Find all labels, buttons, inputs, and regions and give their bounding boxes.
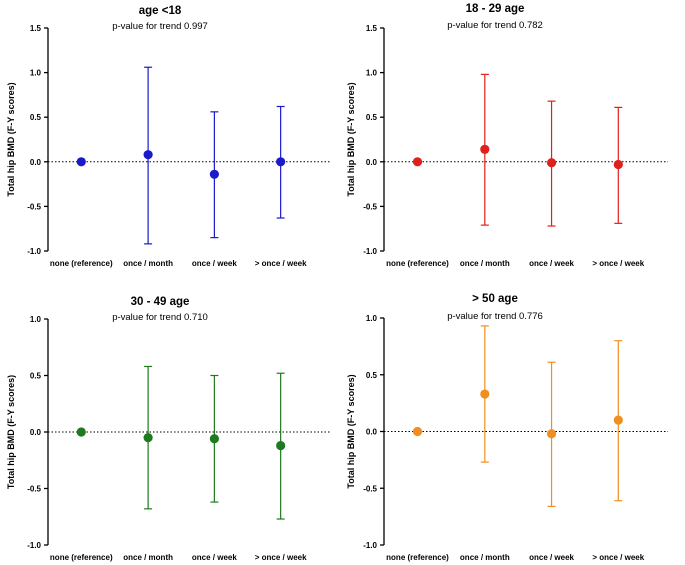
chart-subtitle: p-value for trend 0.997 bbox=[112, 21, 208, 32]
y-tick-label: -1.0 bbox=[363, 247, 377, 256]
x-category-label: once / month bbox=[460, 259, 510, 268]
data-point bbox=[76, 427, 86, 437]
y-tick-label: 0.0 bbox=[366, 158, 378, 167]
y-tick-label: -0.5 bbox=[363, 484, 377, 493]
y-tick-label: -1.0 bbox=[27, 541, 41, 550]
x-category-label: once / week bbox=[192, 259, 237, 268]
data-point bbox=[613, 415, 623, 425]
x-category-label: once / week bbox=[192, 553, 237, 562]
y-tick-label: 0.0 bbox=[30, 158, 42, 167]
y-tick-label: 0.5 bbox=[366, 371, 378, 380]
data-point bbox=[143, 433, 153, 443]
data-point bbox=[480, 144, 490, 154]
chart-subtitle: p-value for trend 0.782 bbox=[447, 20, 543, 31]
x-category-label: > once / week bbox=[255, 553, 307, 562]
y-tick-label: 1.0 bbox=[30, 69, 42, 78]
y-axis-title: Total hip BMD (F-Y scores) bbox=[6, 375, 16, 489]
y-tick-label: -1.0 bbox=[27, 247, 41, 256]
x-category-label: > once / week bbox=[592, 553, 644, 562]
data-point bbox=[480, 389, 490, 399]
y-tick-label: 1.5 bbox=[30, 24, 42, 33]
data-point bbox=[76, 157, 86, 167]
x-category-label: once / week bbox=[529, 553, 574, 562]
x-category-label: > once / week bbox=[592, 259, 644, 268]
y-tick-label: -0.5 bbox=[363, 202, 377, 211]
y-axis-title: Total hip BMD (F-Y scores) bbox=[346, 82, 356, 196]
chart-panel-4: > 50 age p-value for trend 0.776 1.0 0.5 0.0… bbox=[346, 293, 668, 562]
x-category-label: once / month bbox=[123, 259, 173, 268]
data-point bbox=[412, 426, 423, 437]
x-category-label: once / week bbox=[529, 259, 574, 268]
x-category-label: > once / week bbox=[255, 259, 307, 268]
data-point bbox=[546, 158, 557, 168]
y-axis-title: Total hip BMD (F-Y scores) bbox=[6, 82, 16, 196]
chart-panel-3: 30 - 49 age p-value for trend 0.710 1.0 0.5… bbox=[6, 296, 330, 562]
x-category-label: once / month bbox=[460, 553, 510, 562]
y-axis-title: Total hip BMD (F-Y scores) bbox=[346, 374, 356, 488]
y-tick-label: -0.5 bbox=[27, 202, 41, 211]
y-tick-label: 1.5 bbox=[366, 24, 378, 33]
y-tick-label: 1.0 bbox=[366, 314, 378, 323]
y-tick-label: 0.5 bbox=[30, 372, 42, 381]
y-tick-label: -0.5 bbox=[27, 485, 41, 494]
x-category-label: none (reference) bbox=[386, 259, 449, 268]
data-point bbox=[546, 429, 557, 439]
data-point bbox=[412, 157, 423, 167]
chart-title: > 50 age bbox=[472, 293, 518, 305]
data-point bbox=[276, 440, 286, 451]
chart-subtitle: p-value for trend 0.710 bbox=[112, 312, 208, 323]
data-point bbox=[613, 159, 623, 170]
chart-title: 30 - 49 age bbox=[131, 296, 190, 308]
chart-subtitle: p-value for trend 0.776 bbox=[447, 311, 543, 322]
x-category-label: none (reference) bbox=[386, 553, 449, 562]
data-point bbox=[276, 157, 286, 167]
chart-title: age <18 bbox=[139, 5, 182, 17]
y-tick-label: 0.5 bbox=[366, 113, 378, 122]
chart-panel-2: 18 - 29 age p-value for trend 0.782 1.5 1.0… bbox=[346, 3, 668, 268]
x-category-label: none (reference) bbox=[50, 553, 113, 562]
y-tick-label: -1.0 bbox=[363, 541, 377, 550]
y-tick-label: 0.0 bbox=[366, 428, 378, 437]
x-category-label: once / month bbox=[123, 553, 173, 562]
y-tick-label: 1.0 bbox=[366, 69, 378, 78]
y-tick-label: 0.5 bbox=[30, 113, 42, 122]
chart-panel-1: age <18 p-value for trend 0.997 1.5 1.0 0.5 0… bbox=[6, 5, 330, 268]
data-point bbox=[209, 434, 219, 444]
data-point bbox=[209, 169, 219, 179]
data-point bbox=[143, 150, 153, 160]
x-category-label: none (reference) bbox=[50, 259, 113, 268]
chart-title: 18 - 29 age bbox=[466, 3, 525, 15]
y-tick-label: 1.0 bbox=[30, 315, 42, 324]
y-tick-label: 0.0 bbox=[30, 428, 42, 437]
